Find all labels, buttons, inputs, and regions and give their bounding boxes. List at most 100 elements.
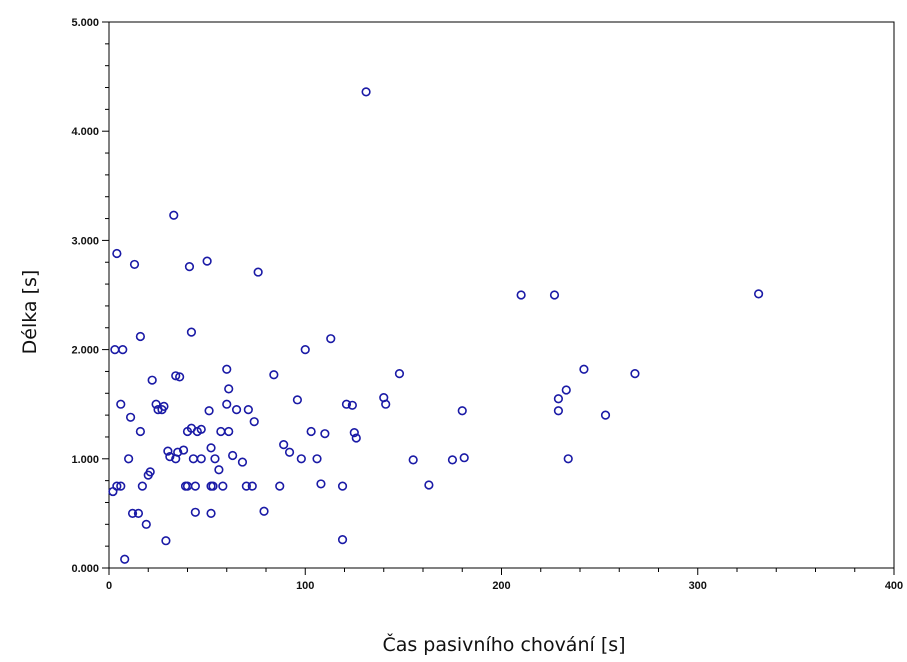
data-point: [320, 429, 330, 439]
data-point: [408, 455, 418, 465]
data-point: [275, 481, 285, 491]
data-point: [243, 405, 253, 415]
data-point: [316, 479, 326, 489]
y-axis-label: Délka [s]: [19, 270, 41, 355]
data-point: [253, 267, 263, 277]
data-point: [312, 454, 322, 464]
data-point: [151, 399, 161, 409]
data-point: [163, 446, 173, 456]
data-point: [284, 447, 295, 457]
data-point: [129, 259, 140, 270]
data-point: [516, 290, 526, 300]
data-point: [326, 334, 336, 344]
data-point: [349, 427, 359, 438]
y-tick-label: 3.000: [71, 235, 99, 247]
x-tick-label: 200: [492, 580, 510, 592]
data-point: [361, 87, 371, 97]
data-point: [347, 400, 357, 410]
data-point: [630, 369, 640, 379]
x-tick-label: 400: [885, 580, 903, 592]
data-point: [206, 443, 216, 453]
data-point: [269, 370, 279, 380]
data-point: [171, 371, 181, 381]
data-point: [178, 445, 189, 455]
data-point: [175, 372, 185, 382]
data-point: [231, 405, 242, 415]
data-point: [561, 385, 571, 395]
data-point: [196, 454, 206, 464]
data-point: [237, 457, 248, 467]
data-point: [145, 467, 155, 477]
x-tick-label: 300: [689, 580, 707, 592]
data-point: [247, 481, 257, 491]
data-point: [125, 412, 136, 422]
data-point: [259, 506, 269, 516]
data-point: [224, 426, 234, 437]
data-point: [459, 453, 469, 463]
data-point: [135, 331, 145, 342]
data-point: [190, 507, 200, 517]
data-point: [202, 256, 212, 266]
data-point: [224, 384, 234, 394]
data-point: [112, 481, 122, 491]
data-point: [186, 327, 197, 337]
data-point: [124, 454, 134, 464]
data-point: [381, 399, 391, 409]
y-tick-label: 4.000: [71, 126, 99, 138]
data-point: [241, 481, 251, 491]
data-point: [300, 345, 310, 355]
data-point: [337, 481, 348, 491]
data-point: [249, 417, 259, 427]
data-point: [133, 508, 144, 519]
y-axis: 0.000 1.000 2.000 3.000 4.000 5.000: [71, 17, 109, 575]
data-points: [108, 87, 764, 564]
data-point: [204, 406, 214, 416]
data-point: [110, 345, 120, 355]
data-point: [165, 452, 175, 462]
data-point: [579, 364, 589, 374]
y-tick-label: 1.000: [71, 454, 99, 466]
data-point: [279, 440, 289, 450]
x-tick-label: 100: [296, 580, 314, 592]
data-point: [222, 364, 232, 374]
data-point: [147, 375, 157, 385]
data-point: [184, 262, 195, 272]
data-point: [214, 465, 224, 475]
data-point: [218, 481, 228, 491]
data-point: [600, 410, 611, 420]
x-tick-label: 0: [106, 580, 112, 592]
data-point: [216, 426, 226, 437]
data-point: [112, 248, 122, 259]
data-point: [161, 536, 171, 546]
data-point: [394, 369, 405, 379]
data-point: [563, 454, 573, 464]
data-point: [228, 450, 238, 461]
data-point: [306, 426, 316, 437]
data-point: [549, 290, 560, 300]
data-point: [188, 454, 198, 464]
data-point: [208, 481, 218, 491]
data-point: [447, 455, 458, 465]
data-point: [127, 508, 138, 519]
data-point: [206, 508, 216, 519]
y-tick-label: 5.000: [71, 17, 99, 29]
data-point: [116, 481, 126, 491]
data-point: [141, 519, 151, 529]
data-point: [553, 394, 564, 404]
data-point: [135, 426, 145, 437]
data-point: [292, 395, 303, 405]
data-point: [341, 399, 352, 409]
y-tick-label: 0.000: [71, 563, 99, 575]
data-point: [753, 289, 764, 299]
data-point: [120, 554, 130, 564]
data-point: [116, 399, 126, 409]
y-tick-label: 2.000: [71, 345, 99, 357]
data-point: [118, 345, 128, 355]
data-point: [553, 406, 564, 416]
data-point: [196, 424, 206, 434]
x-axis-label: Čas pasivního chování [s]: [382, 632, 625, 656]
data-point: [173, 447, 183, 457]
data-point: [351, 433, 361, 443]
data-point: [159, 401, 169, 411]
